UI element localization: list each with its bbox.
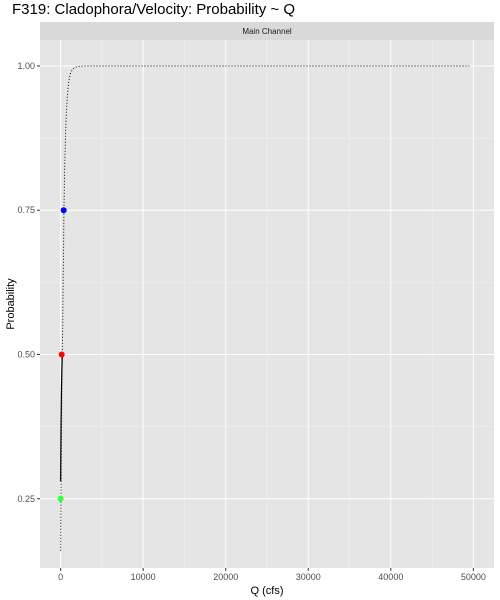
highlight-point [58, 351, 65, 358]
y-tick-label: 0.25 [17, 494, 35, 504]
x-tick-label: 40000 [378, 572, 403, 582]
probability-curve-dotted [60, 65, 470, 551]
series-layer [60, 65, 470, 551]
y-axis-title: Probability [5, 278, 17, 330]
chart-title: F319: Cladophora/Velocity: Probability ~… [12, 1, 296, 18]
highlight-point [60, 207, 67, 214]
highlight-point [57, 495, 64, 502]
x-tick-label: 10000 [131, 572, 156, 582]
grid-layer [40, 40, 494, 568]
x-axis-title: Q (cfs) [251, 585, 284, 597]
probability-curve-solid [60, 354, 63, 482]
x-tick-label: 30000 [296, 572, 321, 582]
x-tick-label: 50000 [461, 572, 486, 582]
x-tick-label: 0 [58, 572, 63, 582]
y-tick-label: 1.00 [17, 61, 35, 71]
x-tick-label: 20000 [213, 572, 238, 582]
axis-layer: 0 10000 20000 30000 40000 50000 0.25 0.50 0.75 1.… [17, 61, 485, 582]
y-tick-label: 0.75 [17, 205, 35, 215]
point-layer [57, 207, 67, 502]
panel-label: Main Channel [242, 27, 292, 36]
y-tick-label: 0.50 [17, 349, 35, 359]
strip-background [40, 22, 494, 40]
